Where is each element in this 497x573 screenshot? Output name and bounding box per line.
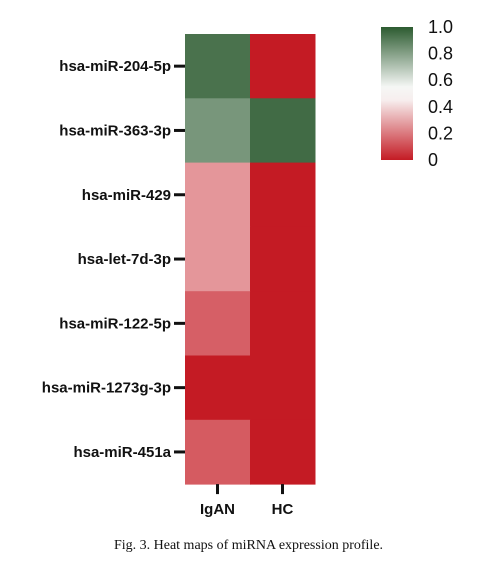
colorbar-tick-label: 0.8 bbox=[428, 44, 453, 64]
colorbar-tick-label: 0.6 bbox=[428, 70, 453, 90]
cell-hsa-mir-429-hc bbox=[250, 162, 316, 228]
row-label-hsa-mir-451a: hsa-miR-451a bbox=[73, 444, 171, 461]
cell-hsa-mir-1273g-3p-igan bbox=[185, 355, 251, 421]
row-label-hsa-mir-429: hsa-miR-429 bbox=[82, 187, 171, 204]
cell-hsa-mir-122-5p-igan bbox=[185, 291, 251, 356]
colorbar-tick-label: 0.4 bbox=[428, 97, 453, 117]
colorbar-tick-label: 1.0 bbox=[428, 17, 453, 37]
cell-hsa-mir-204-5p-igan bbox=[185, 34, 251, 99]
cell-hsa-mir-363-3p-igan bbox=[185, 98, 251, 164]
row-labels: hsa-miR-204-5p hsa-miR-363-3p hsa-miR-429 h… bbox=[42, 58, 185, 461]
cell-hsa-mir-451a-hc bbox=[250, 419, 316, 485]
colorbar-tick-label: 0.2 bbox=[428, 123, 453, 143]
heatmap-cells bbox=[185, 34, 316, 485]
row-label-hsa-let-7d-3p: hsa-let-7d-3p bbox=[78, 251, 171, 268]
cell-hsa-let-7d-3p-hc bbox=[250, 226, 316, 292]
figure-caption: Fig. 3. Heat maps of miRNA expression pr… bbox=[113, 538, 384, 553]
cell-hsa-mir-1273g-3p-hc bbox=[250, 355, 316, 421]
row-label-hsa-mir-204-5p: hsa-miR-204-5p bbox=[59, 58, 171, 75]
cell-hsa-mir-363-3p-hc bbox=[250, 98, 316, 164]
column-label-hc: HC bbox=[272, 501, 294, 518]
cell-hsa-let-7d-3p-igan bbox=[185, 226, 251, 292]
column-labels: IgAN HC bbox=[200, 484, 293, 518]
row-label-hsa-mir-363-3p: hsa-miR-363-3p bbox=[59, 122, 171, 139]
colorbar-ticks: 1.0 0.8 0.6 0.4 0.2 0 bbox=[428, 17, 453, 170]
row-label-hsa-mir-122-5p: hsa-miR-122-5p bbox=[59, 315, 171, 332]
column-label-igan: IgAN bbox=[200, 501, 235, 518]
colorbar-tick-label: 0 bbox=[428, 150, 438, 170]
colorbar bbox=[381, 27, 413, 160]
cell-hsa-mir-204-5p-hc bbox=[250, 34, 316, 99]
cell-hsa-mir-429-igan bbox=[185, 162, 251, 228]
cell-hsa-mir-451a-igan bbox=[185, 419, 251, 485]
row-label-hsa-mir-1273g-3p: hsa-miR-1273g-3p bbox=[42, 380, 171, 397]
cell-hsa-mir-122-5p-hc bbox=[250, 291, 316, 356]
